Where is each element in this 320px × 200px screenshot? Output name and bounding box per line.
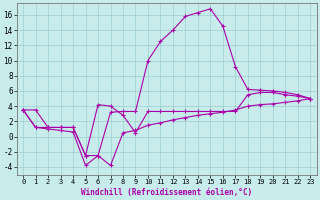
X-axis label: Windchill (Refroidissement éolien,°C): Windchill (Refroidissement éolien,°C): [81, 188, 252, 197]
